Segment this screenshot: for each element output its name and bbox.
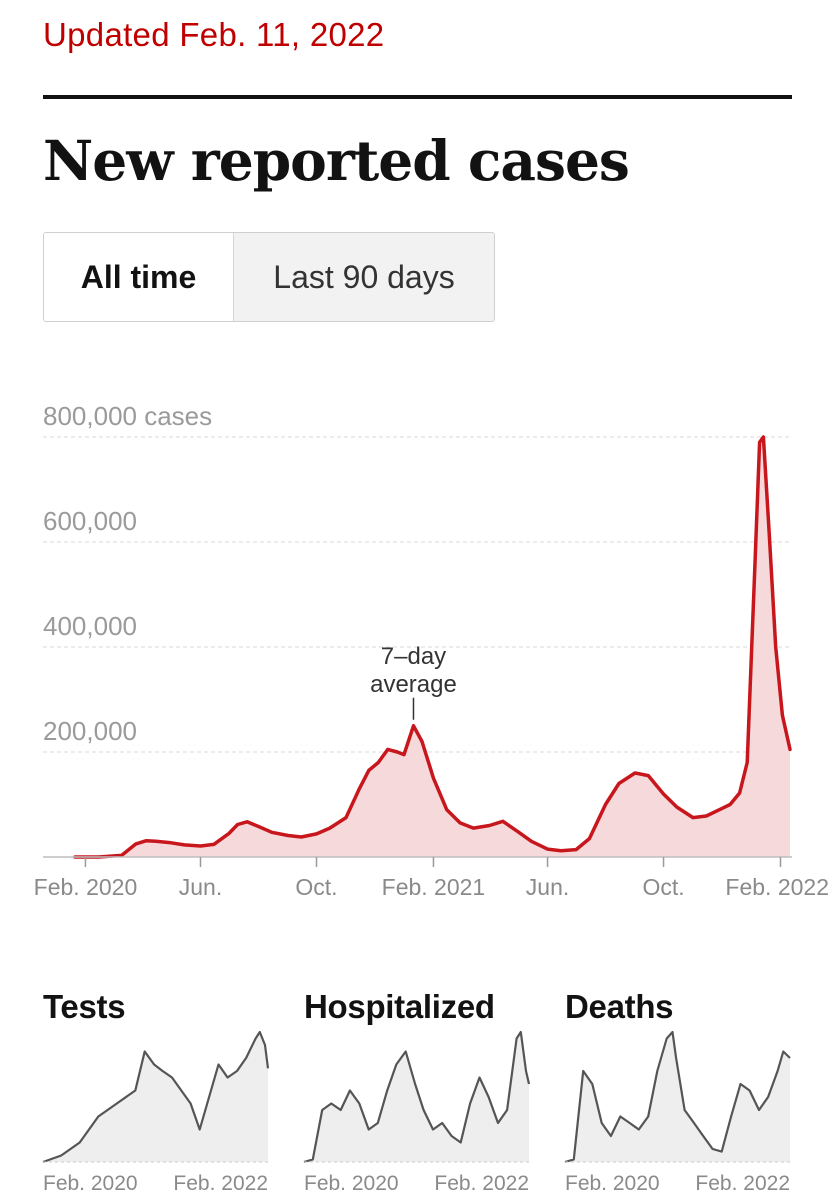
- y-tick-label: 200,000: [43, 716, 137, 746]
- cases-area: [75, 437, 790, 857]
- header-rule: [43, 95, 792, 99]
- y-tick-label: 600,000: [43, 506, 137, 536]
- hospitalized-x-tick-label: Feb. 2020: [304, 1172, 399, 1195]
- updated-date: Updated Feb. 11, 2022: [43, 16, 385, 53]
- time-range-toggle: All time Last 90 days: [43, 232, 495, 322]
- x-tick-label: Feb. 2022: [725, 874, 829, 900]
- tests-line: [42, 1030, 270, 1164]
- tests-x-tick-label: Feb. 2022: [173, 1172, 268, 1195]
- x-tick-label: Feb. 2020: [34, 874, 138, 900]
- tab-last-90-days[interactable]: Last 90 days: [233, 233, 494, 321]
- hospitalized-x-tick-label: Feb. 2022: [434, 1172, 529, 1195]
- page-title: New reported cases: [43, 128, 630, 193]
- y-tick-label: 800,000 cases: [43, 401, 212, 431]
- deaths-x-tick-label: Feb. 2022: [695, 1172, 790, 1195]
- hospitalized-title: Hospitalized: [304, 988, 495, 1025]
- x-tick-label: Jun.: [526, 874, 569, 900]
- x-tick-label: Oct.: [295, 874, 337, 900]
- x-tick-label: Feb. 2021: [382, 874, 486, 900]
- deaths-title: Deaths: [565, 988, 674, 1025]
- tests-title: Tests: [43, 988, 126, 1025]
- y-tick-label: 400,000: [43, 611, 137, 641]
- deaths-line: [564, 1030, 791, 1164]
- x-tick-label: Jun.: [179, 874, 222, 900]
- tests-x-tick-label: Feb. 2020: [43, 1172, 138, 1195]
- hospitalized-area: [304, 1032, 529, 1162]
- annotation-label: average: [370, 671, 457, 698]
- deaths-area: [565, 1032, 790, 1162]
- cases-chart: 200,000 400,000 600,000 800,000 cases Feb. 2…: [34, 401, 829, 900]
- tests-area: [43, 1032, 268, 1162]
- hospitalized-line: [303, 1030, 531, 1164]
- deaths-x-tick-label: Feb. 2020: [565, 1172, 660, 1195]
- cases-line: [73, 435, 792, 859]
- annotation-label: 7–day: [381, 643, 446, 670]
- tab-all-time[interactable]: All time: [44, 233, 233, 321]
- x-tick-label: Oct.: [642, 874, 684, 900]
